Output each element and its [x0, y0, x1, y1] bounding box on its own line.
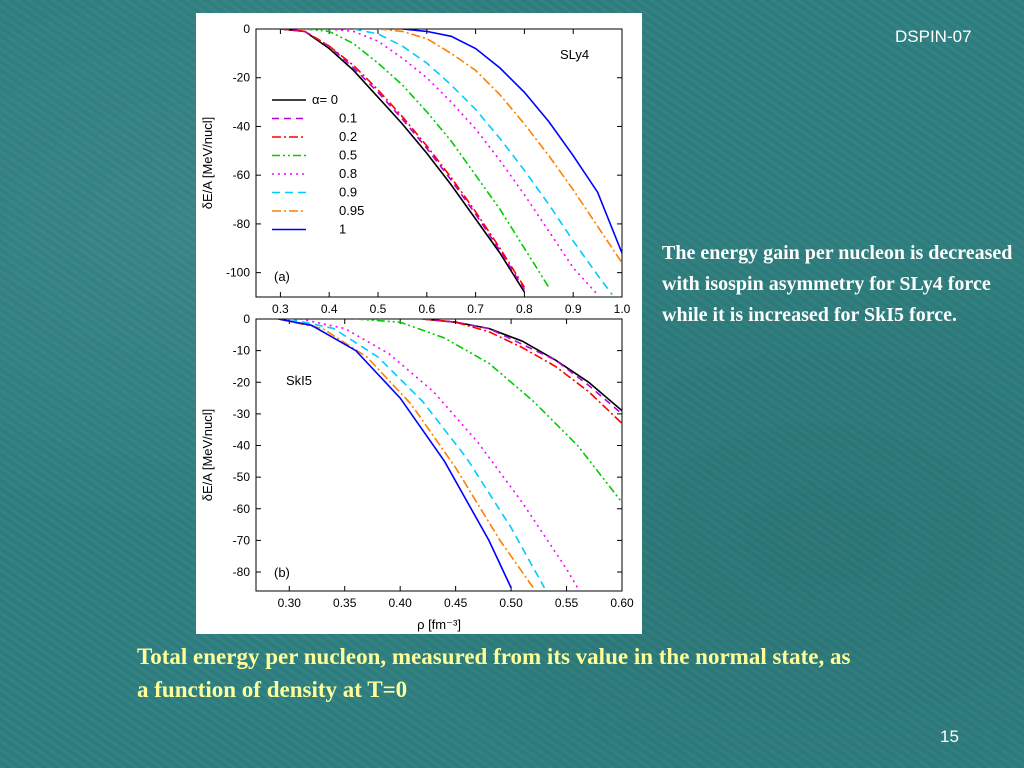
series-line-0.2: [422, 319, 622, 424]
side-note: The energy gain per nucleon is decreased…: [662, 242, 1013, 326]
force-label: SkI5: [286, 373, 312, 388]
x-tick-label: 0.55: [555, 596, 579, 610]
y-tick-label: -10: [233, 344, 251, 358]
y-axis-label: δE/A [MeV/nucl]: [200, 117, 215, 210]
header-tag: DSPIN-07: [895, 27, 972, 46]
x-tick-label: 0.60: [610, 596, 634, 610]
x-tick-label: 0.35: [333, 596, 357, 610]
plot-frame: [255, 318, 623, 592]
force-label: SLy4: [560, 47, 589, 62]
series-line-0.9: [353, 29, 613, 296]
series-line-0.5: [304, 29, 550, 288]
series-group: [278, 319, 622, 589]
legend-label: 0.9: [339, 185, 357, 200]
x-tick-label: 0.5: [370, 302, 387, 316]
series-line-0: [422, 319, 622, 412]
y-tick-label: -40: [233, 119, 251, 133]
series-line-0.5: [355, 319, 622, 503]
legend-label: 0.2: [339, 129, 357, 144]
y-tick-label: 0: [243, 312, 250, 326]
series-line-0: [280, 29, 526, 293]
series-line-1: [402, 29, 622, 254]
series-line-0.1: [422, 319, 622, 415]
y-tick-label: -50: [233, 470, 251, 484]
panel-a: 0.3 0.4 0.5 0.6 0.7 0.8 0.9 1.0 0 -20 -40 -60 -80 -10…: [200, 22, 631, 316]
y-tick-label: -70: [233, 533, 251, 547]
legend-label: 0.5: [339, 148, 357, 163]
legend: α= 00.1 0.2 0.5 0.8 0.9 0.95 1: [272, 92, 364, 237]
x-tick-label: 0.30: [278, 596, 302, 610]
y-tick-label: -30: [233, 407, 251, 421]
series-line-0.9: [289, 319, 546, 589]
series-line-0.95: [278, 319, 534, 589]
page-number: 15: [940, 727, 959, 746]
series-line-0.2: [280, 29, 526, 288]
x-tick-label: 0.6: [418, 302, 435, 316]
x-tick-label: 0.7: [467, 302, 484, 316]
x-tick-label: 0.3: [272, 302, 289, 316]
y-axis-label: δE/A [MeV/nucl]: [200, 409, 215, 502]
legend-label: 1: [339, 222, 346, 237]
series-line-0.8: [329, 29, 599, 296]
figure-panel: 0.3 0.4 0.5 0.6 0.7 0.8 0.9 1.0 0 -20 -40 -60 -80 -10…: [196, 13, 642, 634]
x-tick-label: 0.45: [444, 596, 468, 610]
legend-label: α= 0: [312, 92, 338, 107]
legend-label: 0.8: [339, 166, 357, 181]
y-tick-label: -80: [233, 217, 251, 231]
slide-caption: Total energy per nucleon, measured from …: [137, 644, 851, 702]
x-tick-label: 0.50: [499, 596, 523, 610]
plot-frame: [255, 28, 623, 298]
y-tick-label: -20: [233, 375, 251, 389]
y-tick-label: -80: [233, 565, 251, 579]
x-tick-label: 0.9: [565, 302, 582, 316]
y-tick-label: -20: [233, 71, 251, 85]
legend-label: 0.1: [339, 111, 357, 126]
y-tick-label: -100: [226, 266, 250, 280]
x-tick-label: 0.8: [516, 302, 533, 316]
legend-label: 0.95: [339, 203, 364, 218]
y-tick-label: -60: [233, 502, 251, 516]
series-line-1: [278, 319, 512, 589]
x-tick-label: 0.4: [321, 302, 338, 316]
chart-figure: 0.3 0.4 0.5 0.6 0.7 0.8 0.9 1.0 0 -20 -40 -60 -80 -10…: [200, 22, 634, 632]
y-tick-label: -40: [233, 439, 251, 453]
panel-label: (b): [274, 565, 290, 580]
panel-b: 0.30 0.35 0.40 0.45 0.50 0.55 0.60 0 -10 -20 -30 -4…: [200, 312, 634, 632]
panel-label: (a): [274, 269, 290, 284]
series-line-0.95: [377, 29, 622, 264]
series-group: [280, 29, 622, 296]
y-tick-label: 0: [243, 22, 250, 36]
x-tick-label: 0.40: [389, 596, 413, 610]
x-axis-label: ρ [fm⁻³]: [417, 617, 461, 632]
series-line-0.1: [280, 29, 526, 291]
x-tick-label: 1.0: [614, 302, 631, 316]
y-tick-label: -60: [233, 168, 251, 182]
